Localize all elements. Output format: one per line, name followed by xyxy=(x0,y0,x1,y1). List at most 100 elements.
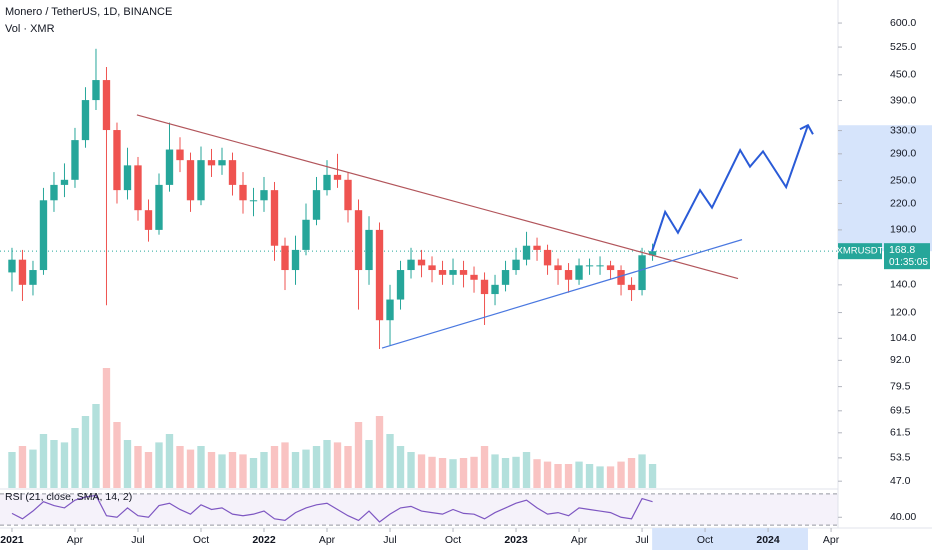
volume-bar xyxy=(281,442,289,488)
y-tick-label: 61.5 xyxy=(890,427,911,439)
x-tick-label: Jul xyxy=(131,534,144,546)
x-tick-label: Oct xyxy=(445,534,461,546)
volume-bar xyxy=(606,466,615,488)
volume-bar xyxy=(92,404,100,488)
volume-bar xyxy=(113,422,121,488)
candle-body xyxy=(638,255,646,291)
candle-body xyxy=(228,160,237,185)
symbol-label: XMRUSDT xyxy=(837,246,884,257)
volume-bar xyxy=(197,446,205,488)
candle-body xyxy=(29,270,37,285)
x-tick-label: Apr xyxy=(571,534,588,546)
axis-highlight xyxy=(838,125,932,252)
y-tick-label: 600.0 xyxy=(890,17,916,29)
candle-body xyxy=(648,251,657,256)
candle-body xyxy=(480,279,489,295)
volume-bar xyxy=(459,458,468,488)
x-tick-label: Apr xyxy=(823,534,840,546)
volume-bar xyxy=(312,446,321,488)
candle-body xyxy=(365,229,373,271)
volume-bar xyxy=(501,458,510,488)
y-tick-label: 290.0 xyxy=(890,148,916,160)
volume-bar xyxy=(522,452,531,488)
volume-bar xyxy=(396,446,405,488)
volume-bar xyxy=(354,422,363,488)
volume-bar xyxy=(575,461,583,488)
rsi-tick-label: 40.00 xyxy=(890,511,916,523)
candle-body xyxy=(134,165,142,211)
y-tick-label: 69.5 xyxy=(890,405,911,417)
volume-bar xyxy=(491,454,499,488)
y-tick-label: 53.5 xyxy=(890,452,911,464)
candle-body xyxy=(60,179,69,185)
candle-body xyxy=(81,100,90,141)
candle-body xyxy=(176,149,184,161)
x-tick-label: Oct xyxy=(697,534,713,546)
candle-body xyxy=(344,179,352,211)
volume-bar xyxy=(29,449,37,488)
volume-bar xyxy=(617,461,625,488)
x-tick-label: Apr xyxy=(67,534,84,546)
volume-bar xyxy=(449,459,457,488)
volume-bar xyxy=(50,440,58,488)
volume-bar xyxy=(428,456,436,488)
trend-drawing xyxy=(136,114,739,280)
candle-body xyxy=(428,265,436,271)
candle-body xyxy=(249,200,258,202)
candle-body xyxy=(323,174,331,191)
volume-bar xyxy=(260,452,268,488)
volume-bar xyxy=(470,456,478,488)
candle-body xyxy=(617,270,625,285)
y-tick-label: 450.0 xyxy=(890,69,916,81)
volume-bar xyxy=(39,434,48,488)
candle-body xyxy=(512,259,520,271)
candle-body xyxy=(102,80,111,131)
volume-bar xyxy=(291,452,300,488)
candle-body xyxy=(564,270,573,280)
candle-body xyxy=(186,160,195,201)
chart-title: Monero / TetherUS, 1D, BINANCE xyxy=(5,6,172,18)
candle-body xyxy=(302,219,310,250)
volume-bar xyxy=(239,454,247,488)
candle-body xyxy=(501,270,510,285)
y-tick-label: 92.0 xyxy=(890,354,911,366)
volume-bar xyxy=(81,416,90,488)
candle-body xyxy=(218,160,226,166)
volume-bar xyxy=(386,434,394,488)
volume-bar xyxy=(344,446,352,488)
volume-bar xyxy=(375,416,384,488)
volume-bar xyxy=(165,434,174,488)
candle-body xyxy=(144,210,153,230)
volume-bar xyxy=(102,368,111,488)
x-tick-label: Oct xyxy=(193,534,209,546)
candle-body xyxy=(449,270,457,275)
volume-bar xyxy=(176,446,184,488)
volume-bar xyxy=(18,446,27,488)
volume-bar xyxy=(186,449,195,488)
volume-bar xyxy=(585,464,594,488)
rsi-line xyxy=(11,494,653,523)
volume-bar xyxy=(134,446,142,488)
volume-bar xyxy=(627,458,636,488)
volume-bar xyxy=(71,428,79,488)
y-tick-label: 220.0 xyxy=(890,197,916,209)
candle-body xyxy=(281,245,289,271)
volume-bar xyxy=(155,442,163,488)
candle-body xyxy=(417,259,426,266)
candle-body xyxy=(39,200,48,271)
candle-body xyxy=(197,160,205,201)
volume-bar xyxy=(228,452,237,488)
volume-bar xyxy=(596,466,604,488)
countdown-label: 01:35:05 xyxy=(889,257,928,268)
arrow-head xyxy=(799,123,814,135)
candle-body xyxy=(585,265,594,267)
trend-drawing xyxy=(651,124,809,252)
x-tick-label: 2022 xyxy=(252,534,276,546)
y-tick-label: 390.0 xyxy=(890,94,916,106)
y-tick-label: 190.0 xyxy=(890,224,916,236)
volume-bar xyxy=(207,452,216,488)
volume-bar xyxy=(648,464,657,488)
candle-body xyxy=(270,190,279,246)
